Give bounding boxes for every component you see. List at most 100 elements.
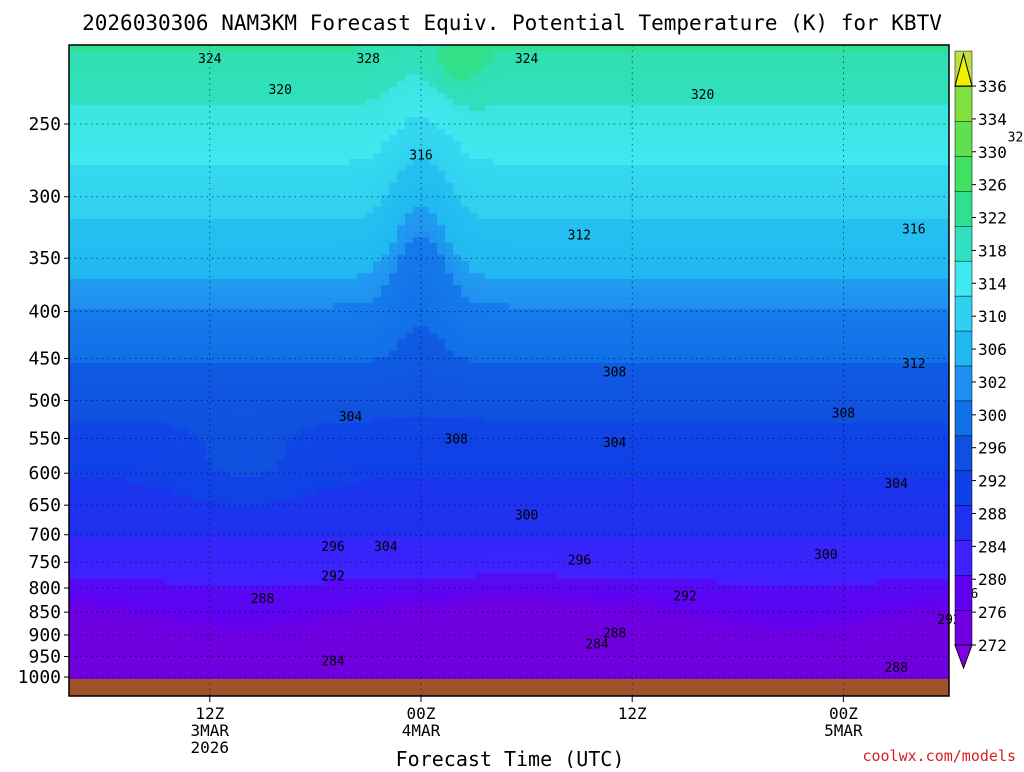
field-cell [293, 345, 302, 352]
field-cell [93, 567, 102, 574]
field-cell [229, 231, 238, 238]
field-cell [357, 333, 366, 340]
field-cell [165, 417, 174, 424]
field-cell [285, 237, 294, 244]
field-cell [349, 333, 358, 340]
field-cell [165, 45, 174, 52]
field-cell [309, 417, 318, 424]
field-cell [325, 141, 334, 148]
field-cell [197, 129, 206, 136]
field-cell [397, 57, 406, 64]
field-cell [333, 417, 342, 424]
field-cell [429, 549, 438, 556]
field-cell [213, 273, 222, 280]
field-cell [237, 177, 246, 184]
field-cell [317, 297, 326, 304]
field-cell [397, 315, 406, 322]
field-cell [373, 369, 382, 376]
field-cell [229, 579, 238, 586]
field-cell [197, 93, 206, 100]
field-cell [221, 51, 230, 58]
field-cell [389, 423, 398, 430]
field-cell [205, 633, 214, 640]
field-cell [77, 213, 86, 220]
field-cell [269, 177, 278, 184]
field-cell [405, 657, 414, 664]
field-cell [341, 249, 350, 256]
field-cell [221, 159, 230, 166]
field-cell [309, 321, 318, 328]
field-cell [245, 417, 254, 424]
field-cell [181, 339, 190, 346]
field-cell [117, 645, 126, 652]
field-cell [269, 45, 278, 52]
field-cell [325, 471, 334, 478]
field-cell [261, 309, 270, 316]
field-cell [221, 87, 230, 94]
field-cell [341, 633, 350, 640]
field-cell [309, 315, 318, 322]
field-cell [253, 291, 262, 298]
field-cell [269, 363, 278, 370]
field-cell [389, 639, 398, 646]
field-cell [333, 339, 342, 346]
field-cell [309, 495, 318, 502]
field-cell [141, 267, 150, 274]
field-cell [125, 591, 134, 598]
field-cell [165, 663, 174, 670]
field-cell [109, 165, 118, 172]
field-cell [333, 123, 342, 130]
field-cell [285, 561, 294, 568]
field-cell [261, 171, 270, 178]
field-cell [293, 225, 302, 232]
field-cell [341, 69, 350, 76]
field-cell [397, 663, 406, 670]
field-cell [389, 93, 398, 100]
field-cell [285, 291, 294, 298]
field-cell [285, 321, 294, 328]
field-cell [325, 93, 334, 100]
field-cell [117, 567, 126, 574]
field-cell [277, 351, 286, 358]
field-cell [365, 573, 374, 580]
field-cell [157, 351, 166, 358]
field-cell [205, 501, 214, 508]
field-cell [141, 399, 150, 406]
field-cell [405, 429, 414, 436]
field-cell [125, 513, 134, 520]
field-cell [317, 165, 326, 172]
field-cell [309, 63, 318, 70]
field-cell [165, 363, 174, 370]
field-cell [221, 447, 230, 454]
field-cell [357, 345, 366, 352]
field-cell [205, 441, 214, 448]
field-cell [141, 675, 150, 682]
field-cell [429, 75, 438, 82]
field-cell [197, 603, 206, 610]
field-cell [133, 201, 142, 208]
field-cell [381, 279, 390, 286]
field-cell [301, 321, 310, 328]
field-cell [261, 573, 270, 580]
field-cell [101, 243, 110, 250]
field-cell [317, 489, 326, 496]
field-cell [349, 279, 358, 286]
field-cell [213, 669, 222, 676]
field-cell [397, 231, 406, 238]
field-cell [373, 147, 382, 154]
field-cell [237, 237, 246, 244]
field-cell [85, 351, 94, 358]
field-cell [149, 645, 158, 652]
field-cell [357, 525, 366, 532]
field-cell [245, 105, 254, 112]
field-cell [261, 285, 270, 292]
field-cell [237, 423, 246, 430]
field-cell [125, 657, 134, 664]
field-cell [261, 633, 270, 640]
field-cell [325, 519, 334, 526]
field-cell [181, 93, 190, 100]
field-cell [269, 321, 278, 328]
field-cell [381, 465, 390, 472]
field-cell [245, 339, 254, 346]
field-cell [429, 477, 438, 484]
